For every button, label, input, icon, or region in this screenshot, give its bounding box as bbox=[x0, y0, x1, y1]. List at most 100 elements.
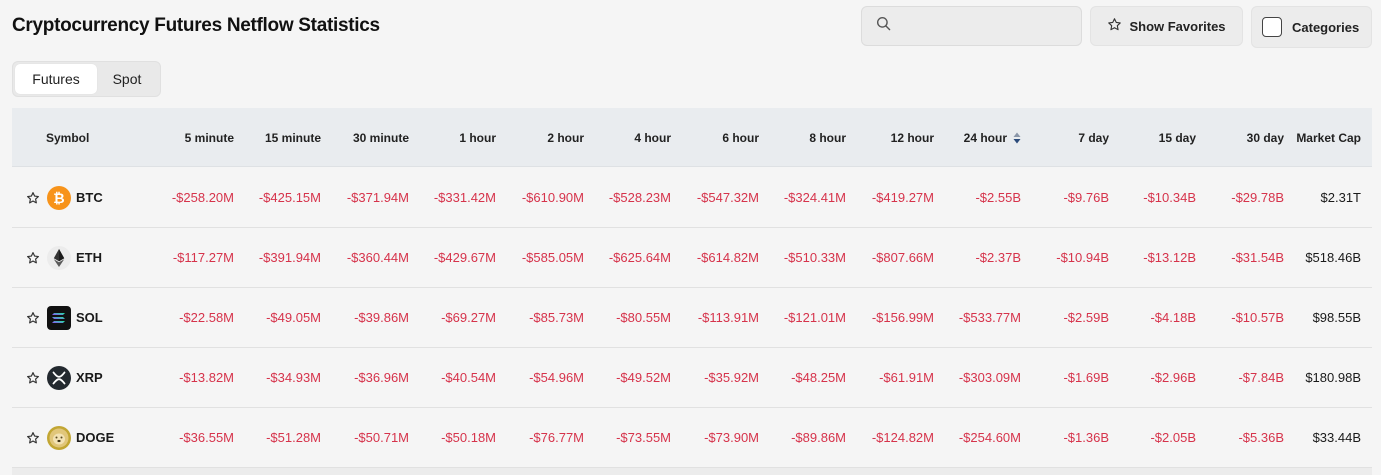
show-favorites-button[interactable]: Show Favorites bbox=[1090, 6, 1243, 46]
column-header[interactable]: 5 minute bbox=[184, 130, 234, 145]
netflow-cell: -$371.94M bbox=[346, 190, 409, 205]
sol-coin-icon bbox=[47, 306, 71, 330]
column-header[interactable]: 30 minute bbox=[352, 130, 409, 145]
column-header[interactable]: 1 hour bbox=[459, 130, 496, 145]
netflow-cell: -$614.82M bbox=[696, 250, 759, 265]
netflow-cell: -$324.41M bbox=[783, 190, 846, 205]
table-row[interactable]: SOL -$22.58M -$49.05M -$39.86M -$69.27M … bbox=[12, 288, 1372, 348]
netflow-cell: -$2.96B bbox=[1150, 370, 1196, 385]
netflow-cell: -$429.67M bbox=[433, 250, 496, 265]
favorite-star-icon[interactable] bbox=[26, 371, 40, 385]
column-header[interactable]: 2 hour bbox=[547, 130, 584, 145]
symbol-label: SOL bbox=[76, 310, 103, 325]
netflow-cell: -$419.27M bbox=[871, 190, 934, 205]
column-header[interactable]: 15 minute bbox=[264, 130, 321, 145]
netflow-cell: -$80.55M bbox=[616, 310, 671, 325]
netflow-cell: -$1.36B bbox=[1063, 430, 1109, 445]
table-header: Symbol 5 minute 15 minute 30 minute 1 ho… bbox=[12, 108, 1372, 167]
categories-button[interactable]: Categories bbox=[1251, 6, 1372, 48]
next-row-edge bbox=[12, 468, 1372, 475]
categories-checkbox[interactable] bbox=[1262, 17, 1282, 37]
star-icon bbox=[1107, 17, 1122, 35]
netflow-cell: -$5.36B bbox=[1238, 430, 1284, 445]
doge-coin-icon bbox=[47, 426, 71, 450]
netflow-cell: -$2.59B bbox=[1063, 310, 1109, 325]
netflow-cell: -$2.55B bbox=[975, 190, 1021, 205]
symbol-label: BTC bbox=[76, 190, 103, 205]
eth-coin-icon bbox=[47, 246, 71, 270]
netflow-cell: -$40.54M bbox=[441, 370, 496, 385]
column-header[interactable]: 15 day bbox=[1158, 130, 1196, 145]
market-cap-cell: $518.46B bbox=[1305, 250, 1361, 265]
column-header[interactable]: 8 hour bbox=[809, 130, 846, 145]
favorite-star-icon[interactable] bbox=[26, 431, 40, 445]
netflow-cell: -$391.94M bbox=[258, 250, 321, 265]
favorite-star-icon[interactable] bbox=[26, 251, 40, 265]
netflow-cell: -$48.25M bbox=[791, 370, 846, 385]
column-header-24-hour[interactable]: 24 hour bbox=[964, 108, 1021, 167]
search-icon bbox=[876, 16, 891, 36]
categories-label: Categories bbox=[1292, 19, 1360, 35]
column-header-market-cap[interactable]: Market Cap bbox=[1296, 130, 1361, 145]
netflow-cell: -$113.91M bbox=[697, 310, 759, 325]
tab-spot[interactable]: Spot bbox=[112, 71, 142, 87]
netflow-cell: -$50.71M bbox=[354, 430, 409, 445]
column-header-symbol[interactable]: Symbol bbox=[46, 130, 90, 145]
page-title: Cryptocurrency Futures Netflow Statistic… bbox=[12, 15, 380, 36]
table-row[interactable]: DOGE -$36.55M -$51.28M -$50.71M -$50.18M… bbox=[12, 408, 1372, 468]
market-cap-cell: $33.44B bbox=[1312, 430, 1361, 445]
netflow-cell: -$36.96M bbox=[354, 370, 409, 385]
svg-text:₿: ₿ bbox=[53, 191, 64, 207]
search-box[interactable] bbox=[861, 6, 1082, 46]
netflow-cell: -$156.99M bbox=[871, 310, 934, 325]
favorite-star-icon[interactable] bbox=[26, 191, 40, 205]
netflow-cell: -$121.01M bbox=[783, 310, 846, 325]
favorite-star-icon[interactable] bbox=[26, 311, 40, 325]
search-input[interactable] bbox=[899, 18, 1069, 34]
netflow-cell: -$117.27M bbox=[172, 250, 234, 265]
table-row[interactable]: ETH -$117.27M -$391.94M -$360.44M -$429.… bbox=[12, 228, 1372, 288]
netflow-cell: -$49.52M bbox=[616, 370, 671, 385]
netflow-cell: -$10.94B bbox=[1056, 250, 1109, 265]
netflow-cell: -$1.69B bbox=[1063, 370, 1109, 385]
netflow-cell: -$54.96M bbox=[529, 370, 584, 385]
netflow-cell: -$35.92M bbox=[704, 370, 759, 385]
column-header[interactable]: 6 hour bbox=[722, 130, 759, 145]
column-header[interactable]: 12 hour bbox=[890, 130, 934, 145]
netflow-cell: -$547.32M bbox=[696, 190, 759, 205]
netflow-cell: -$29.78B bbox=[1231, 190, 1284, 205]
netflow-cell: -$10.34B bbox=[1143, 190, 1196, 205]
column-header[interactable]: 4 hour bbox=[634, 130, 671, 145]
table-row[interactable]: XRP -$13.82M -$34.93M -$36.96M -$40.54M … bbox=[12, 348, 1372, 408]
netflow-cell: -$585.05M bbox=[521, 250, 584, 265]
symbol-label: DOGE bbox=[76, 430, 115, 445]
netflow-cell: -$303.09M bbox=[958, 370, 1021, 385]
market-cap-cell: $98.55B bbox=[1312, 310, 1361, 325]
netflow-cell: -$85.73M bbox=[529, 310, 584, 325]
sort-icon bbox=[1013, 132, 1021, 144]
netflow-cell: -$2.37B bbox=[975, 250, 1021, 265]
show-favorites-label: Show Favorites bbox=[1129, 18, 1226, 34]
netflow-cell: -$533.77M bbox=[958, 310, 1021, 325]
netflow-cell: -$4.18B bbox=[1150, 310, 1196, 325]
netflow-cell: -$807.66M bbox=[871, 250, 934, 265]
netflow-cell: -$331.42M bbox=[433, 190, 496, 205]
netflow-cell: -$258.20M bbox=[171, 190, 234, 205]
netflow-cell: -$425.15M bbox=[258, 190, 321, 205]
column-header[interactable]: 7 day bbox=[1078, 130, 1109, 145]
netflow-cell: -$61.91M bbox=[879, 370, 934, 385]
table-row[interactable]: ₿ BTC -$258.20M -$425.15M -$371.94M -$33… bbox=[12, 168, 1372, 228]
netflow-cell: -$69.27M bbox=[441, 310, 496, 325]
netflow-cell: -$39.86M bbox=[354, 310, 409, 325]
netflow-cell: -$36.55M bbox=[179, 430, 234, 445]
netflow-cell: -$7.84B bbox=[1238, 370, 1284, 385]
netflow-cell: -$254.60M bbox=[958, 430, 1021, 445]
netflow-cell: -$124.82M bbox=[871, 430, 934, 445]
column-header[interactable]: 30 day bbox=[1246, 130, 1284, 145]
tab-futures[interactable]: Futures bbox=[15, 64, 97, 94]
market-tabs: Futures Spot bbox=[12, 61, 161, 97]
netflow-cell: -$73.55M bbox=[616, 430, 671, 445]
netflow-cell: -$13.82M bbox=[179, 370, 234, 385]
market-cap-cell: $2.31T bbox=[1320, 190, 1361, 205]
